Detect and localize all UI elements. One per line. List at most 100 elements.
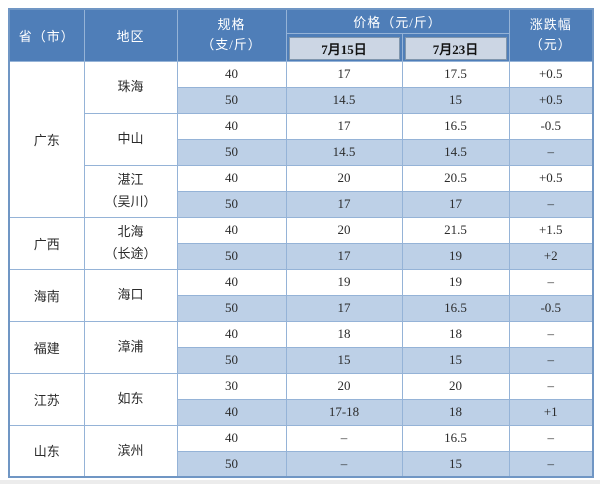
- table-row: 50 14.5 15 +0.5: [9, 86, 594, 114]
- table-row: 中山 40 17 16.5 -0.5: [9, 112, 594, 166]
- header-change-line2: （元）: [529, 37, 572, 53]
- region-name-line: 北海: [117, 224, 144, 239]
- spec-cell: 40: [176, 164, 287, 192]
- table-row: 山东 滨州 40–16.5–: [8, 424, 594, 478]
- price-jul23-cell: 20.5: [401, 164, 510, 192]
- region-name-line: 湛江: [117, 172, 144, 187]
- province-cell: 山东: [8, 424, 85, 478]
- change-cell: +0.5: [508, 60, 594, 88]
- region-cell: 海口: [83, 268, 178, 322]
- price-jul15-cell: 17: [285, 242, 403, 270]
- header-date-jul15-label: 7月15日: [288, 36, 400, 60]
- table-row: 50 14.5 14.5–: [9, 138, 594, 166]
- region-cell: 北海 （长途）: [83, 216, 178, 270]
- spec-cell: 50: [176, 190, 287, 218]
- change-cell: +2: [508, 242, 594, 270]
- price-jul15-cell: –: [285, 424, 403, 452]
- header-change-line1: 涨跌幅: [529, 17, 572, 33]
- table-row: 海南 海口 40 19 19–: [8, 268, 594, 322]
- table-row: 50 17 16.5 -0.5: [9, 294, 594, 322]
- change-cell: –: [508, 424, 594, 452]
- change-cell: -0.5: [508, 112, 594, 140]
- price-jul23-cell: 16.5: [401, 294, 510, 322]
- spec-cell: 50: [176, 242, 287, 270]
- spec-cell: 40: [176, 320, 287, 348]
- region-cell: 漳浦: [83, 320, 178, 374]
- spec-cell: 40: [176, 268, 287, 296]
- table-row: 50–15–: [9, 450, 594, 478]
- table-row: 福建 漳浦 40 18 18–: [8, 320, 594, 374]
- region-cell: 湛江 （吴川）: [83, 164, 178, 218]
- table-row: 广西 北海 （长途） 40 20 21.5 +1.5: [8, 216, 594, 270]
- region-cell: 如东: [83, 372, 178, 426]
- region-name-line: 滨州: [117, 442, 144, 458]
- region-cell: 珠海: [83, 60, 178, 114]
- price-jul15-cell: 20: [285, 216, 403, 244]
- spec-cell: 40: [176, 216, 287, 244]
- region-name-line: （吴川）: [104, 194, 157, 209]
- price-jul23-cell: 20: [401, 372, 510, 400]
- change-cell: –: [508, 320, 594, 348]
- table-row: 50 15 15–: [9, 346, 594, 374]
- price-jul23-cell: 14.5: [401, 138, 510, 166]
- header-province: 省（市）: [8, 8, 85, 62]
- bottom-edge-strip: [0, 480, 600, 484]
- price-jul15-cell: 19: [285, 268, 403, 296]
- region-cell: 中山: [83, 112, 178, 166]
- change-cell: –: [508, 268, 594, 296]
- change-cell: –: [508, 190, 594, 218]
- price-jul15-cell: 20: [285, 164, 403, 192]
- price-jul23-cell: 18: [401, 398, 510, 426]
- price-table: 省（市） 地区 规格 （支/斤） 价格（元/斤） 涨跌幅 （元） 7月15日 7…: [8, 8, 594, 478]
- region-name-line: 漳浦: [117, 339, 144, 354]
- change-cell: –: [508, 346, 594, 374]
- province-cell: 江苏: [8, 372, 85, 426]
- price-jul15-cell: –: [285, 450, 403, 478]
- region-name-line: 珠海: [117, 79, 144, 94]
- change-cell: +1: [508, 398, 594, 426]
- region-name-line: 中山: [117, 131, 144, 146]
- header-date-jul23-label: 7月23日: [404, 36, 507, 60]
- province-cell: 广东: [8, 60, 85, 218]
- price-jul23-cell: 21.5: [401, 216, 510, 244]
- header-region: 地区: [83, 8, 178, 62]
- region-name-line: 如东: [117, 391, 144, 406]
- header-change: 涨跌幅 （元）: [508, 8, 594, 62]
- price-jul15-cell: 18: [285, 320, 403, 348]
- spec-cell: 50: [176, 450, 287, 478]
- change-cell: -0.5: [508, 294, 594, 322]
- province-cell: 广西: [8, 216, 85, 270]
- price-jul23-cell: 15: [401, 86, 510, 114]
- table-row: 40 17-18 18 +1: [9, 398, 594, 426]
- price-jul23-cell: 16.5: [401, 424, 510, 452]
- price-jul15-cell: 14.5: [285, 86, 403, 114]
- table-row: 江苏 如东 30 20 20–: [8, 372, 594, 426]
- price-jul23-cell: 19: [401, 268, 510, 296]
- region-cell: 滨州: [83, 424, 178, 478]
- spec-cell: 40: [176, 398, 287, 426]
- spec-cell: 50: [176, 294, 287, 322]
- change-cell: +0.5: [508, 164, 594, 192]
- header-spec-line1: 规格: [217, 17, 246, 33]
- region-name-line: 海口: [117, 287, 144, 302]
- price-jul23-cell: 18: [401, 320, 510, 348]
- spec-cell: 50: [176, 138, 287, 166]
- region-name-line: （长途）: [104, 246, 157, 261]
- header-spec: 规格 （支/斤）: [176, 8, 287, 62]
- table-row: 50 17 19 +2: [9, 242, 594, 270]
- province-cell: 海南: [8, 268, 85, 322]
- price-jul23-cell: 16.5: [401, 112, 510, 140]
- price-jul23-cell: 15: [401, 346, 510, 374]
- table-body: 广东 珠海 40 17 17.5 +0.5 50 14.5 15 +0.5 中山 40 17 16.5 -0…: [8, 60, 594, 478]
- price-jul15-cell: 17: [285, 60, 403, 88]
- price-jul23-cell: 17: [401, 190, 510, 218]
- price-jul15-cell: 17: [285, 294, 403, 322]
- spec-cell: 50: [176, 346, 287, 374]
- change-cell: –: [508, 138, 594, 166]
- spec-cell: 40: [176, 60, 287, 88]
- header-date-jul23: 7月23日: [401, 32, 510, 62]
- price-jul15-cell: 17-18: [285, 398, 403, 426]
- header-date-jul15: 7月15日: [285, 32, 403, 62]
- price-jul23-cell: 15: [401, 450, 510, 478]
- price-jul15-cell: 15: [285, 346, 403, 374]
